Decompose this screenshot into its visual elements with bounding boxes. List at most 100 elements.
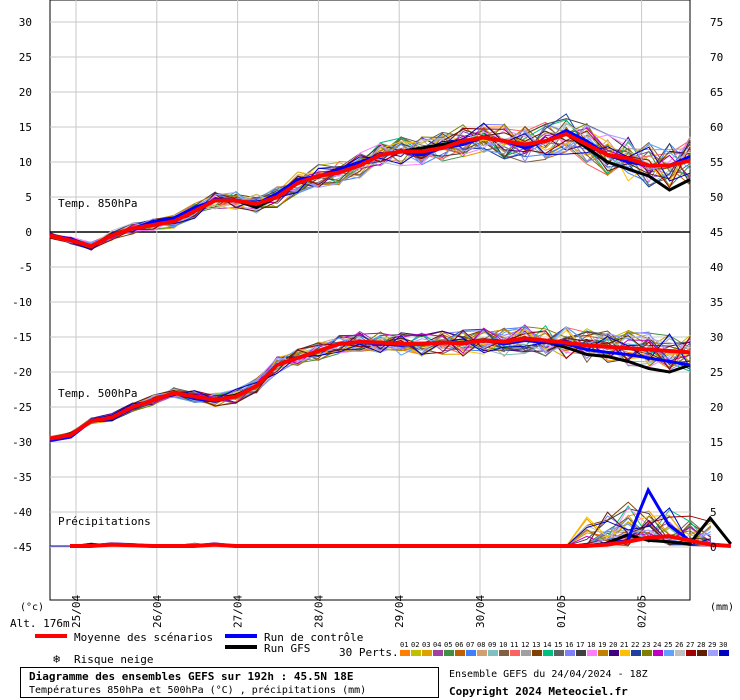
pert-color-swatch (576, 650, 586, 656)
date-tick-label: 29/04 (393, 595, 406, 628)
pert-color-swatch (587, 650, 597, 656)
pert-color-swatch (532, 650, 542, 656)
pert-color-swatch (554, 650, 564, 656)
perturbation-legend: 01 02 03 04 05 06 07 08 09 10 11 12 13 14 15 16 17 18 19 20… (400, 641, 729, 656)
panel-label-precip: Précipitations (58, 515, 151, 528)
right-tick-label: 20 (710, 401, 723, 414)
pert-color-swatch (598, 650, 608, 656)
left-tick-label: 30 (19, 16, 32, 29)
pert-number-label: 24 (653, 641, 661, 649)
pert-color-swatch (444, 650, 454, 656)
pert-number-label: 30 (719, 641, 727, 649)
legend-gfs-swatch (225, 645, 257, 649)
footer-title: Diagramme des ensembles GEFS sur 192h : … (29, 670, 354, 683)
legend-control-swatch (225, 634, 257, 638)
pert-number-label: 21 (620, 641, 628, 649)
date-tick-label: 28/04 (312, 595, 325, 628)
pert-color-swatch (609, 650, 619, 656)
panel-label-t850: Temp. 850hPa (58, 197, 137, 210)
pert-number-label: 11 (510, 641, 518, 649)
right-tick-label: 70 (710, 51, 723, 64)
pert-color-swatch (466, 650, 476, 656)
pert-number-label: 18 (587, 641, 595, 649)
pert-color-swatch (653, 650, 663, 656)
right-tick-label: 0 (710, 541, 717, 554)
plot-grid (50, 0, 690, 600)
pert-number-label: 15 (554, 641, 562, 649)
pert-number-label: 08 (477, 641, 485, 649)
right-tick-label: 35 (710, 296, 723, 309)
left-tick-label: -10 (12, 296, 32, 309)
pert-color-swatch (411, 650, 421, 656)
plot-background (49, 0, 691, 601)
footer-copyright: Copyright 2024 Meteociel.fr (449, 685, 628, 698)
pert-color-swatch (664, 650, 674, 656)
right-tick-label: 50 (710, 191, 723, 204)
pert-color-swatch (499, 650, 509, 656)
pert-number-label: 03 (422, 641, 430, 649)
date-tick-label: 25/04 (70, 595, 83, 628)
right-tick-label: 25 (710, 366, 723, 379)
left-tick-label: -15 (12, 331, 32, 344)
left-tick-label: 25 (19, 51, 32, 64)
footer-title-box: Diagramme des ensembles GEFS sur 192h : … (20, 667, 439, 698)
pert-number-label: 09 (488, 641, 496, 649)
left-tick-label: -30 (12, 436, 32, 449)
footer-subtitle: Températures 850hPa et 500hPa (°C) , pré… (29, 685, 367, 696)
left-unit-label: (°c) (20, 602, 44, 613)
left-tick-label: -35 (12, 471, 32, 484)
pert-number-label: 06 (455, 641, 463, 649)
date-tick-label: 02/05 (636, 595, 649, 628)
legend-mean-label: Moyenne des scénarios (74, 631, 213, 644)
pert-number-label: 22 (631, 641, 639, 649)
pert-number-label: 23 (642, 641, 650, 649)
right-unit-label: (mm) (710, 602, 734, 613)
pert-color-swatch (719, 650, 729, 656)
left-tick-label: 15 (19, 121, 32, 134)
legend-snow-label: Risque neige (74, 653, 153, 666)
left-tick-label: -45 (12, 541, 32, 554)
pert-number-label: 29 (708, 641, 716, 649)
left-tick-label: -40 (12, 506, 32, 519)
pert-number-label: 02 (411, 641, 419, 649)
pert-number-label: 28 (697, 641, 705, 649)
pert-color-swatch (708, 650, 718, 656)
snowflake-icon: ❄ (53, 652, 60, 666)
left-tick-label: -20 (12, 366, 32, 379)
pert-number-label: 10 (499, 641, 507, 649)
right-tick-label: 65 (710, 86, 723, 99)
mean-t500-line (49, 336, 691, 441)
pert-color-swatch (565, 650, 575, 656)
left-tick-label: 10 (19, 156, 32, 169)
pert-number-label: 14 (543, 641, 551, 649)
ensemble-t500-line (49, 330, 691, 441)
date-tick-label: 27/04 (232, 595, 245, 628)
pert-number-label: 19 (598, 641, 606, 649)
left-tick-label: 20 (19, 86, 32, 99)
panel-labels: Temp. 850hPa Temp. 500hPa Précipitations (58, 197, 151, 528)
pert-number-label: 04 (433, 641, 441, 649)
legend-mean-swatch (35, 634, 67, 638)
pert-number-label: 16 (565, 641, 573, 649)
left-tick-label: -25 (12, 401, 32, 414)
pert-color-swatch (697, 650, 707, 656)
pert-color-swatch (433, 650, 443, 656)
pert-color-swatch (631, 650, 641, 656)
right-tick-label: 75 (710, 16, 723, 29)
ensemble-t500-line (49, 324, 691, 442)
pert-number-label: 07 (466, 641, 474, 649)
pert-color-swatch (422, 650, 432, 656)
legend-control-label: Run de contrôle (264, 631, 363, 644)
main-series (49, 128, 732, 548)
pert-number-label: 13 (532, 641, 540, 649)
panel-label-t500: Temp. 500hPa (58, 387, 137, 400)
pert-number-label: 17 (576, 641, 584, 649)
footer-run-info: Ensemble GEFS du 24/04/2024 - 18Z (449, 669, 648, 680)
legend-gfs-label: Run GFS (264, 642, 310, 655)
pert-color-swatch (400, 650, 410, 656)
pert-color-swatch (510, 650, 520, 656)
right-tick-label: 5 (710, 506, 717, 519)
pert-color-swatch (675, 650, 685, 656)
pert-number-label: 20 (609, 641, 617, 649)
